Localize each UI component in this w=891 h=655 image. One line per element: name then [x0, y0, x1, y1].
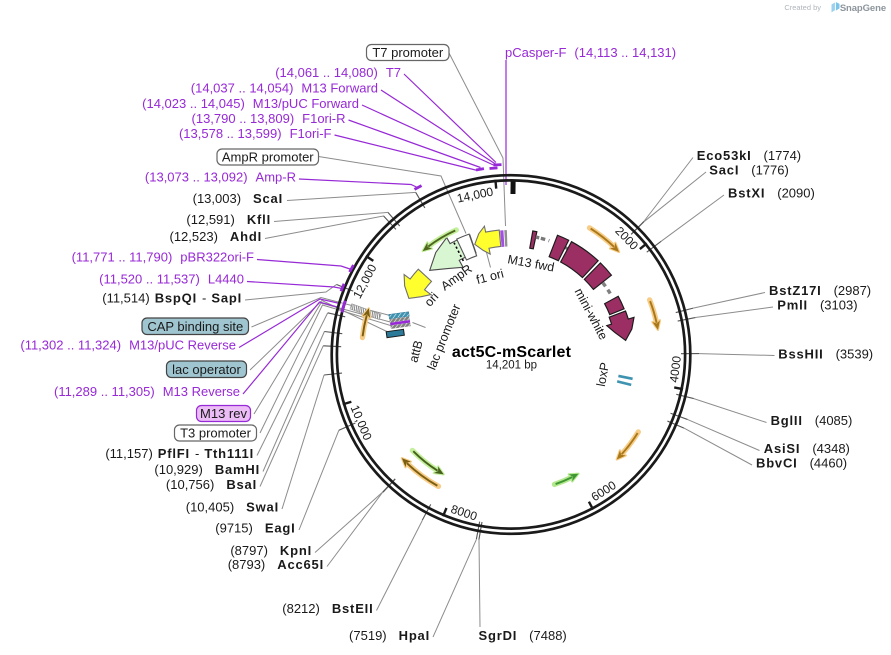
svg-text:(7519)HpaI: (7519) HpaI	[349, 628, 430, 643]
svg-text:(13,073 .. 13,092)Amp-R: (13,073 .. 13,092) Amp-R	[145, 170, 296, 185]
svg-text:BssHII(3539): BssHII (3539)	[778, 346, 873, 361]
svg-text:AmpR promoter: AmpR promoter	[222, 150, 314, 165]
svg-text:Created by: Created by	[784, 3, 821, 12]
svg-text:(13,790 .. 13,809)F1ori-R: (13,790 .. 13,809) F1ori-R	[192, 111, 346, 126]
svg-text:attB: attB	[406, 339, 425, 364]
svg-text:4000: 4000	[667, 355, 684, 384]
svg-text:CAP binding site: CAP binding site	[147, 319, 243, 334]
svg-text:(10,929)BamHI: (10,929) BamHI	[154, 462, 260, 477]
svg-text:(9715)EagI: (9715) EagI	[215, 521, 295, 536]
svg-text:loxP: loxP	[594, 361, 612, 387]
svg-text:f1 ori: f1 ori	[475, 267, 505, 288]
svg-text:pCasper-F(14,113 .. 14,131): pCasper-F (14,113 .. 14,131)	[505, 45, 676, 60]
svg-text:act5C-mScarlet: act5C-mScarlet	[452, 344, 572, 361]
svg-text:(11,157)PflFI-Tth111I: (11,157) PflFI - Tth111I	[105, 446, 254, 461]
svg-text:Eco53kI(1774): Eco53kI (1774)	[697, 148, 801, 163]
svg-text:M13 rev: M13 rev	[200, 406, 247, 421]
svg-text:(12,523)AhdI: (12,523) AhdI	[169, 229, 262, 244]
svg-text:T3 promoter: T3 promoter	[180, 426, 251, 441]
svg-text:(14,037 .. 14,054)M13 Forward: (14,037 .. 14,054) M13 Forward	[191, 81, 378, 96]
svg-text:(11,289 .. 11,305)M13 Reverse: (11,289 .. 11,305) M13 Reverse	[54, 384, 240, 399]
svg-text:BstZ17I(2987): BstZ17I (2987)	[769, 283, 871, 298]
svg-text:(8793)Acc65I: (8793) Acc65I	[228, 557, 324, 572]
svg-text:BbvCI(4460): BbvCI (4460)	[756, 455, 847, 470]
svg-text:(13,003)ScaI: (13,003) ScaI	[193, 191, 283, 206]
svg-text:(10,756)BsaI: (10,756) BsaI	[166, 477, 257, 492]
svg-text:BstXI(2090): BstXI (2090)	[728, 185, 815, 200]
svg-text:(11,514)BspQI-SapI: (11,514) BspQI - SapI	[102, 290, 242, 305]
svg-text:(11,771 .. 11,790)pBR322ori-F: (11,771 .. 11,790) pBR322ori-F	[72, 249, 254, 264]
svg-text:(8212)BstEII: (8212) BstEII	[282, 601, 373, 616]
svg-text:(11,520 .. 11,537)L4440: (11,520 .. 11,537) L4440	[99, 271, 244, 286]
svg-text:14,201 bp: 14,201 bp	[486, 360, 537, 372]
svg-text:(12,591)KflI: (12,591) KflI	[186, 212, 271, 227]
svg-text:T7 promoter: T7 promoter	[372, 45, 443, 60]
svg-text:(14,023 .. 14,045)M13/pUC Forw: (14,023 .. 14,045) M13/pUC Forward	[142, 96, 359, 111]
svg-text:SgrDI(7488): SgrDI (7488)	[479, 628, 567, 643]
svg-text:AsiSI(4348): AsiSI (4348)	[764, 441, 850, 456]
svg-text:SacI(1776): SacI (1776)	[709, 163, 789, 178]
svg-text:(10,405)SwaI: (10,405) SwaI	[186, 500, 279, 515]
svg-text:SnapGene: SnapGene	[840, 3, 886, 14]
svg-text:lac operator: lac operator	[172, 362, 241, 377]
svg-text:BglII(4085): BglII (4085)	[771, 413, 853, 428]
svg-text:(11,302 .. 11,324)M13/pUC Reve: (11,302 .. 11,324) M13/pUC Reverse	[20, 338, 236, 353]
svg-text:(14,061 .. 14,080)T7: (14,061 .. 14,080) T7	[275, 65, 401, 80]
svg-text:(8797)KpnI: (8797) KpnI	[230, 543, 312, 558]
svg-text:PmlI(3103): PmlI (3103)	[777, 298, 857, 313]
svg-text:(13,578 .. 13,599)F1ori-F: (13,578 .. 13,599) F1ori-F	[179, 126, 332, 141]
